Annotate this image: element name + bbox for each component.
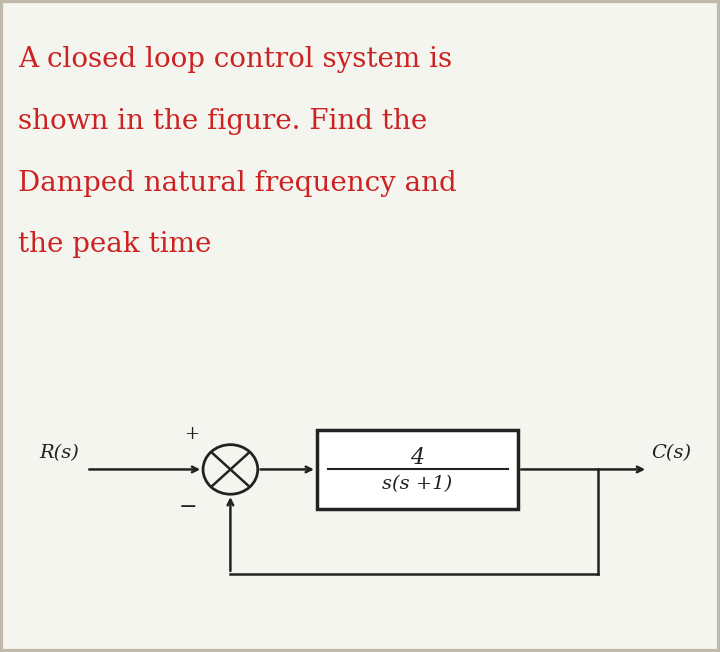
Text: shown in the figure. Find the: shown in the figure. Find the xyxy=(18,108,427,134)
Text: 4: 4 xyxy=(410,447,425,469)
Text: s(s +1): s(s +1) xyxy=(382,475,453,493)
Text: C(s): C(s) xyxy=(652,443,692,462)
FancyBboxPatch shape xyxy=(317,430,518,509)
Text: +: + xyxy=(184,425,199,443)
Text: R(s): R(s) xyxy=(40,443,79,462)
Text: Damped natural frequency and: Damped natural frequency and xyxy=(18,170,456,196)
Text: the peak time: the peak time xyxy=(18,231,212,258)
Text: −: − xyxy=(179,496,197,518)
Text: A closed loop control system is: A closed loop control system is xyxy=(18,46,452,72)
